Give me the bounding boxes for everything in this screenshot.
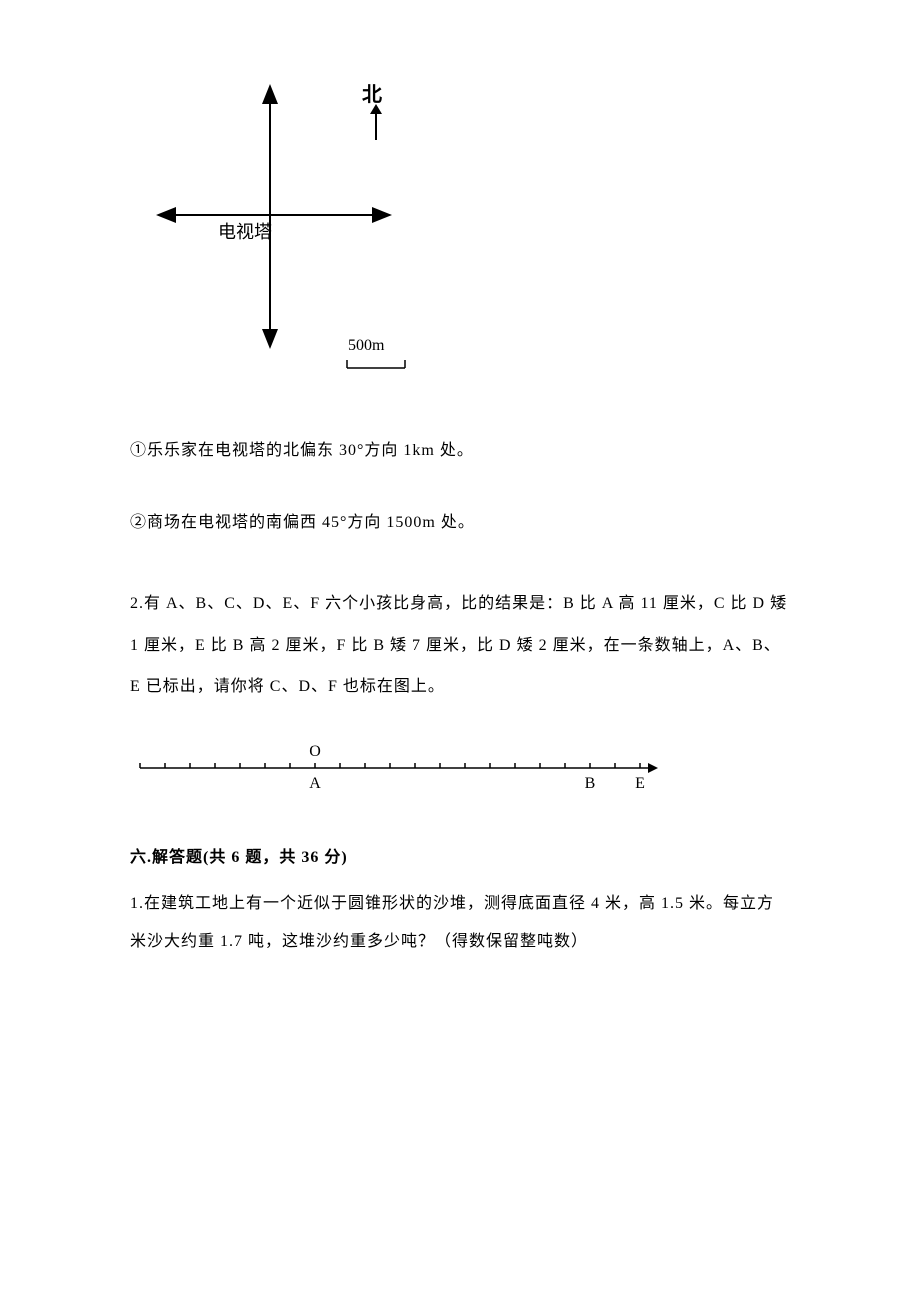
north-arrow-icon bbox=[366, 104, 386, 144]
north-label: 北 bbox=[362, 78, 382, 107]
tower-label: 电视塔 bbox=[218, 218, 272, 244]
svg-text:O: O bbox=[309, 743, 321, 760]
scale-bar bbox=[345, 358, 407, 370]
q2-text: 2.有 A、B、C、D、E、F 六个小孩比身高，比的结果是：B 比 A 高 11… bbox=[130, 583, 790, 708]
scale-label: 500m bbox=[348, 337, 384, 355]
section6-heading: 六.解答题(共 6 题，共 36 分) bbox=[130, 843, 790, 867]
q1-line1: ①乐乐家在电视塔的北偏东 30°方向 1km 处。 bbox=[130, 430, 790, 472]
svg-text:B: B bbox=[585, 775, 596, 792]
numberline-diagram: OA B E bbox=[130, 738, 790, 803]
section6-q1: 1.在建筑工地上有一个近似于圆锥形状的沙堆，测得底面直径 4 米，高 1.5 米… bbox=[130, 885, 790, 962]
svg-text:E: E bbox=[635, 775, 645, 792]
svg-text:A: A bbox=[309, 775, 321, 792]
compass-diagram: 电视塔 北 500m bbox=[130, 80, 430, 380]
q1-line2: ②商场在电视塔的南偏西 45°方向 1500m 处。 bbox=[130, 502, 790, 544]
numberline-svg: OA B E bbox=[130, 738, 660, 798]
